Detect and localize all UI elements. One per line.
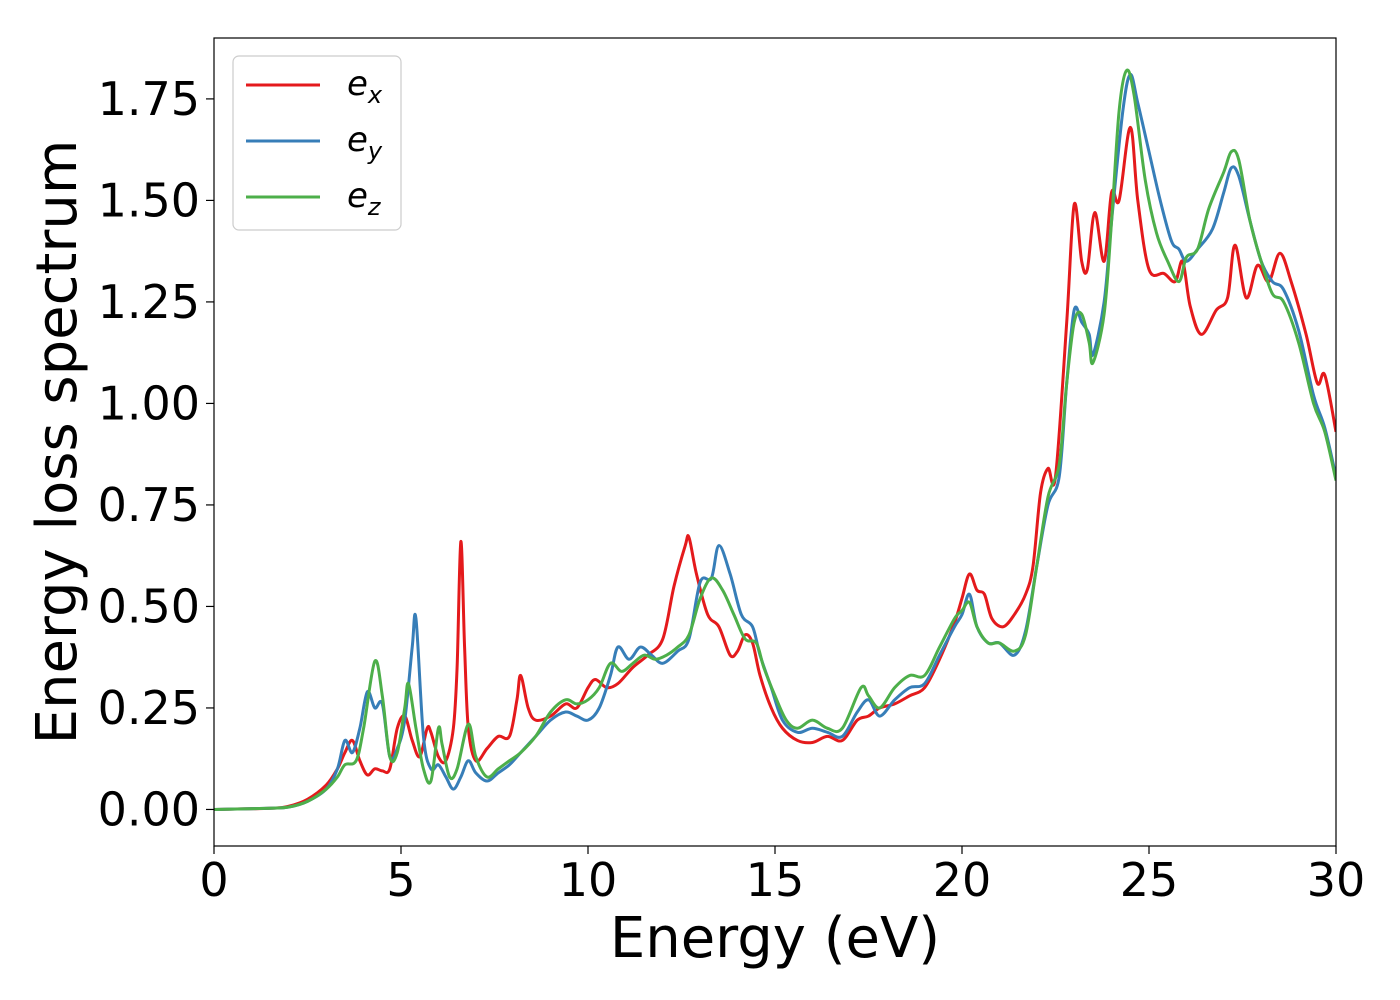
y-axis-label: Energy loss spectrum — [25, 140, 90, 745]
x-tick-label: 30 — [1307, 853, 1366, 907]
series-line-y — [214, 73, 1336, 811]
y-tick-label: 1.25 — [98, 275, 200, 329]
x-tick-label: 5 — [386, 853, 415, 907]
series-line-z — [214, 68, 1336, 811]
series-line-x — [214, 125, 1336, 811]
x-axis-label: Energy (eV) — [610, 906, 940, 971]
y-tick-label: 0.00 — [98, 782, 200, 836]
y-tick-label: 1.75 — [98, 72, 200, 126]
legend-box — [232, 55, 402, 231]
legend-label-y: ey — [347, 120, 383, 165]
x-axis-ticks: 0 5 10 15 20 25 30 — [199, 846, 1365, 907]
y-tick-label: 0.50 — [98, 579, 200, 633]
y-tick-label: 0.25 — [98, 681, 200, 735]
x-tick-label: 15 — [746, 853, 805, 907]
y-tick-label: 1.00 — [98, 376, 200, 430]
legend-label-x: ex — [347, 64, 383, 109]
y-tick-label: 1.50 — [98, 173, 200, 227]
y-tick-label: 0.75 — [98, 478, 200, 532]
x-tick-label: 0 — [199, 853, 228, 907]
x-tick-label: 10 — [559, 853, 618, 907]
series-layer — [214, 68, 1336, 811]
x-tick-label: 25 — [1120, 853, 1179, 907]
x-tick-label: 20 — [933, 853, 992, 907]
y-axis-ticks: 0.00 0.25 0.50 0.75 1.00 1.25 1.50 1.75 — [98, 72, 214, 836]
